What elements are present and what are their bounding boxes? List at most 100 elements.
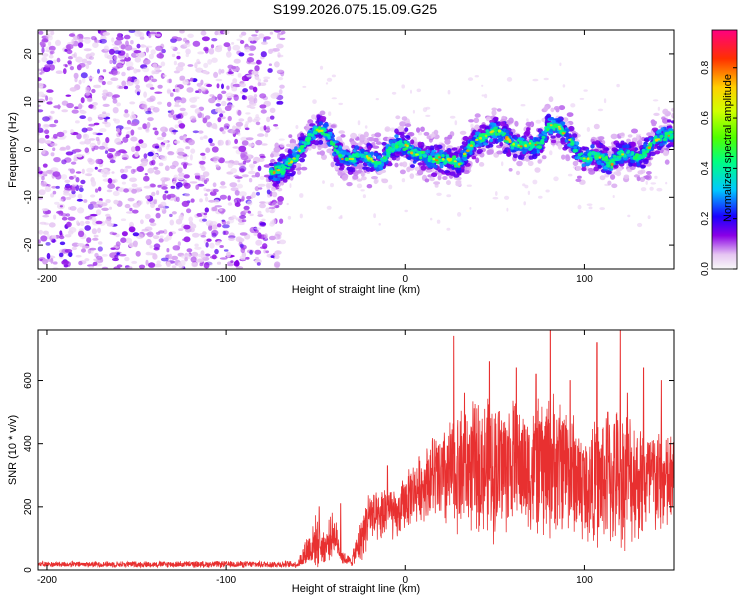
noise-speck	[219, 194, 227, 200]
noise-speck	[230, 168, 238, 174]
ridge-cell	[441, 154, 445, 158]
noise-speck	[172, 245, 181, 251]
noise-speck	[259, 203, 266, 209]
faint-speck	[436, 192, 442, 196]
noise-speck	[46, 252, 51, 260]
x-tick-label: 100	[576, 575, 593, 586]
ridge-cell	[373, 179, 378, 185]
noise-speck	[50, 257, 54, 264]
noise-speck	[197, 51, 205, 55]
ridge-cell	[561, 132, 566, 135]
ridge-cell	[551, 119, 556, 124]
faint-speck	[506, 207, 509, 212]
noise-speck	[109, 231, 115, 235]
noise-speck	[54, 201, 60, 205]
noise-speck	[182, 238, 189, 242]
noise-speck	[130, 40, 134, 45]
noise-speck	[142, 123, 148, 130]
noise-speck	[179, 75, 186, 81]
noise-speck	[211, 254, 217, 260]
noise-speck	[87, 203, 94, 210]
noise-speck	[57, 104, 61, 110]
ridge-cell	[630, 159, 636, 164]
noise-speck	[145, 83, 154, 88]
noise-speck	[87, 76, 95, 79]
noise-speck	[95, 209, 102, 216]
noise-speck	[95, 136, 100, 142]
noise-speck	[168, 78, 172, 84]
noise-speck	[159, 235, 164, 239]
faint-speck	[388, 184, 393, 190]
noise-speck	[101, 207, 109, 211]
faint-speck	[567, 173, 573, 177]
noise-speck	[90, 194, 96, 198]
faint-speck	[446, 194, 452, 198]
noise-speck	[259, 175, 265, 180]
noise-speck	[239, 232, 248, 236]
ridge-cell	[372, 145, 380, 149]
noise-speck	[39, 41, 45, 46]
faint-speck	[312, 99, 317, 104]
noise-speck	[106, 93, 110, 96]
noise-speck	[97, 227, 101, 234]
ridge-cell	[541, 155, 547, 160]
ridge-cell	[330, 161, 335, 168]
ridge-cell	[341, 174, 348, 181]
ridge-cell	[320, 116, 327, 121]
noise-speck	[264, 233, 268, 240]
faint-speck	[289, 183, 292, 189]
faint-speck	[652, 99, 659, 102]
noise-speck	[272, 48, 280, 52]
noise-speck	[85, 86, 90, 92]
ridge-cell	[565, 155, 571, 162]
noise-speck	[78, 62, 86, 68]
noise-speck	[48, 123, 57, 128]
noise-speck	[145, 195, 151, 200]
x-tick-label: -100	[216, 274, 236, 285]
noise-speck	[145, 110, 152, 115]
noise-speck	[198, 130, 204, 134]
ridge-cell	[628, 162, 633, 167]
noise-speck	[114, 152, 121, 157]
noise-speck	[88, 138, 96, 141]
ridge-cell	[357, 142, 362, 147]
noise-speck	[116, 62, 124, 69]
ridge-cell	[348, 166, 354, 172]
noise-speck	[70, 161, 77, 165]
ridge-cell	[423, 131, 430, 136]
noise-speck	[190, 104, 198, 109]
noise-speck	[59, 146, 66, 150]
ridge-cell	[425, 149, 431, 154]
ridge-cell	[419, 156, 423, 160]
noise-speck	[148, 31, 157, 35]
noise-speck	[79, 185, 83, 188]
noise-speck	[75, 56, 83, 63]
ridge-cell	[377, 155, 381, 160]
ridge-cell	[286, 172, 293, 177]
noise-speck	[63, 68, 67, 75]
ridge-cell	[621, 144, 628, 149]
noise-speck	[91, 88, 96, 94]
noise-speck	[71, 38, 75, 45]
ridge-cell	[426, 135, 431, 140]
noise-speck	[47, 184, 51, 187]
noise-speck	[249, 40, 257, 44]
noise-speck	[199, 136, 204, 141]
ridge-cell	[662, 150, 669, 157]
ridge-cell	[307, 119, 314, 125]
ridge-cell	[360, 171, 365, 177]
ridge-cell	[478, 162, 485, 167]
noise-speck	[99, 38, 107, 44]
ridge-cell	[398, 140, 403, 144]
noise-speck	[220, 100, 227, 107]
ridge-cell	[571, 133, 578, 138]
noise-speck	[218, 68, 222, 75]
noise-speck	[79, 141, 86, 145]
ridge-cell	[529, 135, 534, 140]
noise-speck	[42, 171, 48, 176]
noise-speck	[150, 222, 157, 227]
noise-speck	[123, 168, 129, 173]
ridge-cell	[300, 166, 308, 171]
noise-speck	[133, 78, 140, 85]
ridge-cell	[588, 156, 593, 160]
